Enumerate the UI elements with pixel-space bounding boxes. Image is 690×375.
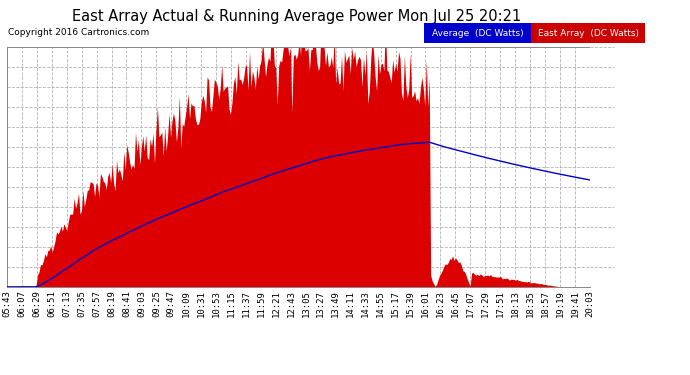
Text: East Array Actual & Running Average Power Mon Jul 25 20:21: East Array Actual & Running Average Powe… [72,9,522,24]
Text: Copyright 2016 Cartronics.com: Copyright 2016 Cartronics.com [8,28,150,37]
Text: Average  (DC Watts): Average (DC Watts) [432,28,524,38]
Text: East Array  (DC Watts): East Array (DC Watts) [538,28,639,38]
